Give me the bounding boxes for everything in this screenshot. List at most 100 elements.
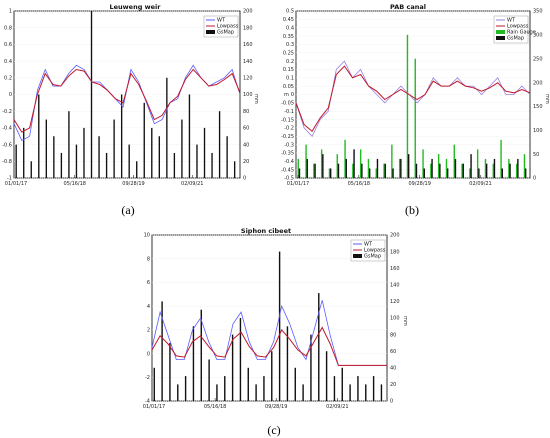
legend-label: Lowpass bbox=[364, 248, 386, 254]
bar-gsmap bbox=[306, 158, 308, 178]
bar-gsmap bbox=[105, 152, 108, 178]
panel-c-x-ticks: 01/01/17 05/16/18 09/28/19 02/09/21 bbox=[143, 398, 349, 410]
y-right-tick-label: 100 bbox=[533, 128, 543, 134]
panel-b-y-left-ticks: 0.5 0.45 0.4 0.35 0.3 0.25 0.2 0.15 0.1 0.05 0 -0.0… bbox=[281, 9, 294, 182]
y-left-tick-label: -1 bbox=[7, 176, 12, 182]
bar-gsmap bbox=[509, 163, 511, 178]
panel-c-bars bbox=[153, 251, 383, 401]
legend-label: WT bbox=[217, 18, 226, 24]
y-right-tick-label: 300 bbox=[533, 33, 543, 39]
bar-rain-gauge bbox=[320, 149, 323, 178]
y-right-tick-label: 120 bbox=[390, 299, 400, 305]
y-right-tick-label: 180 bbox=[390, 249, 400, 255]
bar-gsmap bbox=[462, 163, 464, 178]
y-left-tick-label: 0.45 bbox=[283, 17, 294, 23]
bar-gsmap bbox=[357, 376, 359, 401]
bar-rain-gauge bbox=[305, 144, 307, 178]
y-right-tick-label: 180 bbox=[243, 25, 253, 31]
bar-gsmap bbox=[136, 161, 138, 178]
bar-gsmap bbox=[211, 152, 213, 178]
legend-label: GsMap bbox=[507, 36, 524, 42]
bar-gsmap bbox=[333, 376, 336, 401]
y-left-tick-label: 0 bbox=[147, 351, 150, 357]
y-left-tick-label: -0.2 bbox=[2, 109, 12, 115]
bar-gsmap bbox=[325, 351, 328, 401]
y-left-tick-label: -0.1 bbox=[284, 109, 294, 115]
x-tick-label: 01/01/17 bbox=[5, 181, 27, 187]
bar-gsmap bbox=[38, 94, 40, 178]
y-right-tick-label: 160 bbox=[243, 42, 253, 48]
bar-gsmap bbox=[113, 119, 115, 178]
panel-b-right-axis-label: mm bbox=[544, 94, 550, 104]
bar-rain-gauge bbox=[375, 168, 377, 178]
y-left-tick-label: -0.6 bbox=[2, 142, 12, 148]
bar-gsmap bbox=[231, 334, 234, 401]
line-wt bbox=[295, 60, 531, 137]
bar-gsmap bbox=[203, 127, 206, 178]
y-right-tick-label: 150 bbox=[533, 104, 543, 110]
bar-rain-gauge bbox=[336, 154, 338, 178]
bar-gsmap bbox=[415, 163, 418, 178]
y-right-tick-label: 120 bbox=[243, 76, 253, 82]
bar-gsmap bbox=[68, 111, 70, 178]
bar-gsmap bbox=[166, 77, 168, 178]
bar-gsmap bbox=[184, 376, 187, 401]
bar-gsmap bbox=[255, 384, 257, 401]
y-left-tick-label: 0.4 bbox=[286, 25, 294, 31]
bar-gsmap bbox=[30, 161, 32, 178]
legend-label: Lowpass bbox=[507, 24, 529, 30]
y-left-tick-label: 0.15 bbox=[283, 67, 294, 73]
bar-gsmap bbox=[15, 144, 17, 178]
y-right-tick-label: 20 bbox=[243, 159, 249, 165]
y-right-tick-label: 160 bbox=[390, 266, 400, 272]
bar-rain-gauge bbox=[359, 149, 362, 178]
bar-gsmap bbox=[493, 158, 496, 178]
bar-gsmap bbox=[83, 127, 85, 178]
bar-gsmap bbox=[192, 326, 195, 401]
y-left-tick-label: 0.4 bbox=[4, 59, 12, 65]
panel-b: PAB canal 0.50.450.40.350.30.250.20.150.… bbox=[281, 3, 550, 217]
bar-rain-gauge bbox=[508, 158, 510, 178]
y-left-tick-label: 0.5 bbox=[286, 9, 294, 15]
panel-a-x-ticks: 01/01/17 05/16/18 09/28/19 02/09/21 bbox=[5, 175, 204, 187]
bar-gsmap bbox=[161, 301, 163, 401]
bar-rain-gauge bbox=[469, 168, 471, 178]
y-right-tick-label: 100 bbox=[390, 316, 400, 322]
x-tick-label: 09/28/19 bbox=[122, 181, 144, 187]
bar-gsmap bbox=[200, 309, 202, 401]
bar-gsmap bbox=[314, 163, 316, 178]
bar-gsmap bbox=[368, 168, 371, 178]
legend-label: Rain Gauge bbox=[507, 30, 536, 36]
y-left-tick-label: 2 bbox=[147, 328, 150, 334]
bar-gsmap bbox=[431, 158, 433, 178]
bar-gsmap bbox=[216, 384, 218, 401]
y-right-tick-label: 80 bbox=[390, 332, 396, 338]
legend-label: Lowpass bbox=[217, 24, 239, 30]
panel-a-bars bbox=[15, 11, 236, 178]
bar-rain-gauge bbox=[515, 163, 518, 178]
panel-b-bars bbox=[297, 34, 527, 178]
bar-rain-gauge bbox=[406, 34, 409, 178]
y-left-tick-label: 0.8 bbox=[4, 25, 12, 31]
bar-gsmap bbox=[517, 158, 519, 178]
y-right-tick-label: 140 bbox=[243, 59, 253, 65]
y-left-tick-label: -0.4 bbox=[2, 126, 12, 132]
bar-rain-gauge bbox=[328, 168, 331, 178]
bar-gsmap bbox=[218, 111, 221, 178]
bar-rain-gauge bbox=[391, 144, 393, 178]
panel-b-gridlines bbox=[296, 10, 530, 179]
panel-a-label: (a) bbox=[121, 203, 134, 217]
bar-gsmap bbox=[318, 293, 320, 401]
legend-swatch bbox=[206, 30, 215, 34]
bar-gsmap bbox=[376, 158, 379, 178]
legend-swatch bbox=[496, 36, 505, 40]
bar-gsmap bbox=[361, 163, 363, 178]
bar-rain-gauge bbox=[383, 163, 385, 178]
x-tick-label: 01/01/17 bbox=[143, 404, 165, 410]
bar-gsmap bbox=[329, 168, 332, 178]
panel-c-right-axis-label: mm bbox=[402, 316, 408, 326]
panel-b-y-right-ticks: 350 300 250 200 150 100 50 0 bbox=[533, 9, 543, 182]
